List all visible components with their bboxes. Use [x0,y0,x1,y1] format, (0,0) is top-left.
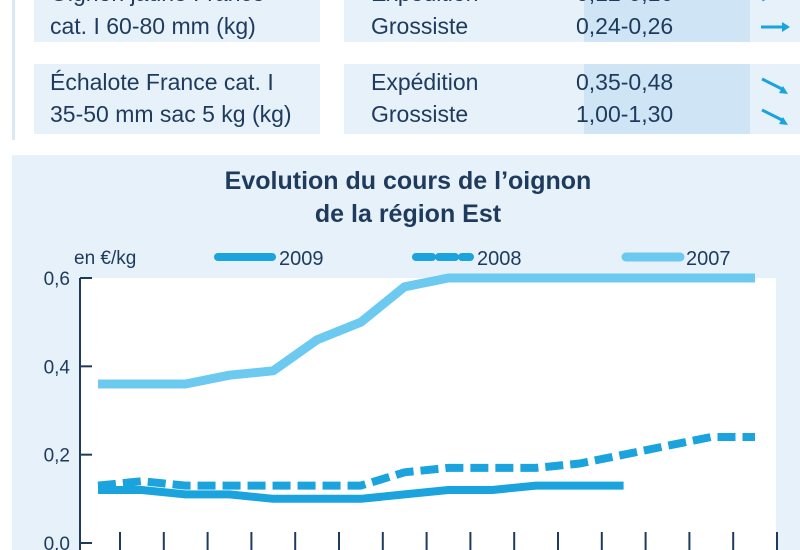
product-line-2: 35-50 mm sac 5 kg (kg) [50,101,292,127]
price-grossiste: 1,00-1,30 [576,101,674,127]
circuit-grossiste: Grossiste [371,101,469,127]
plot-area [80,278,776,550]
circuit-cell [344,0,584,42]
trend-stable-arrow-icon [761,22,790,32]
chart-title-line-2: de la région Est [315,200,502,228]
product-cell [34,0,320,42]
price-expedition: 0,35-0,48 [576,69,674,95]
price-expedition: 0,12-0,16 [576,0,673,8]
series-line-2007 [98,273,755,389]
trend-down-arrow-icon [761,108,788,125]
trend-cell [750,64,800,134]
product-line-1: Oignon jaune France [50,0,265,8]
chart-title-line-1: Evolution du cours de l’oignon [225,167,592,195]
product-line-1: Échalote France cat. I [50,69,274,95]
price-cell [584,64,750,134]
y-tick-label: 0,0 [44,534,70,550]
product-cell [34,64,320,134]
legend-label-2007: 2007 [686,248,731,270]
product-line-2: cat. I 60-80 mm (kg) [50,13,256,39]
price-cell [584,0,750,42]
table-row-oignon: Oignon jaune France cat. I 60-80 mm (kg)… [34,0,800,42]
circuit-cell [344,64,584,134]
table-row-echalote: Échalote France cat. I 35-50 mm sac 5 kg… [34,64,800,134]
circuit-grossiste: Grossiste [371,13,469,39]
y-tick-label: 0,6 [44,269,70,290]
price-table: Oignon jaune France cat. I 60-80 mm (kg)… [0,0,800,140]
trend-down-arrow-icon [761,77,788,94]
series-line-2009 [98,481,624,503]
circuit-expedition: Expédition [371,69,479,95]
circuit-expedition: Expédition [371,0,478,8]
table-left-rule [12,0,15,140]
price-grossiste: 0,24-0,26 [576,13,674,39]
y-tick-label: 0,2 [44,446,70,467]
legend-label-2009: 2009 [279,248,324,270]
y-axis-unit-label: en €/kg [74,248,136,269]
series-line-2008 [97,433,755,490]
legend-label-2008: 2008 [477,248,522,270]
y-tick-label: 0,4 [44,357,71,378]
trend-cell [750,0,800,42]
